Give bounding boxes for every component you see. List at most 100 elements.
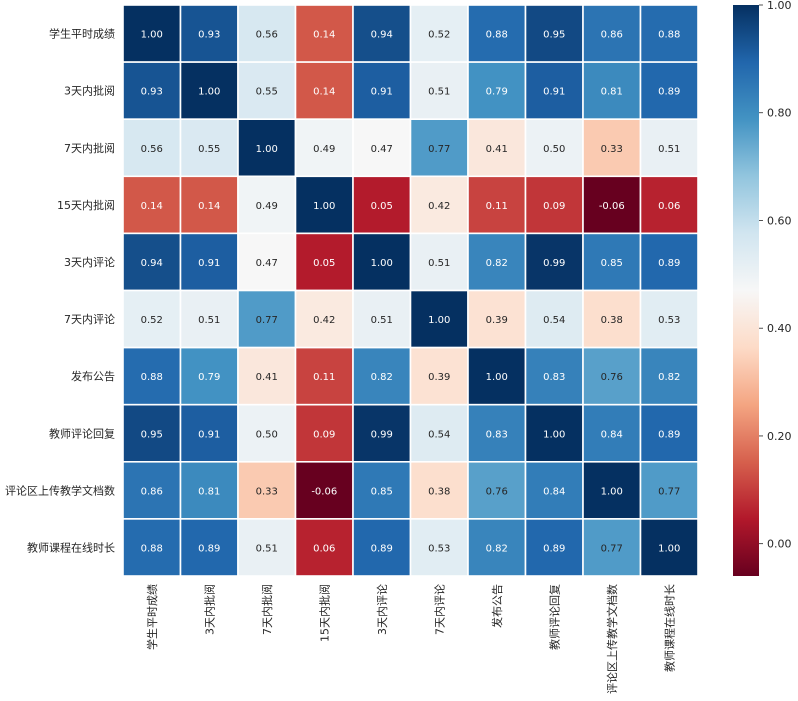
cell-value-label: 0.93 [198, 30, 220, 41]
heatmap-cell [122, 518, 182, 577]
heatmap-cell [352, 403, 412, 463]
cell-value-label: 0.89 [543, 543, 565, 554]
heatmap-cell [352, 289, 412, 349]
cell-value-label: 0.52 [428, 30, 450, 41]
heatmap-cell [467, 460, 527, 520]
cell-value-label: 1.00 [428, 315, 450, 326]
cell-value-label: 0.41 [486, 144, 508, 155]
heatmap-cell [409, 403, 469, 463]
heatmap-cell [409, 175, 469, 235]
cell-value-label: 0.56 [141, 144, 163, 155]
cell-value-label: 0.77 [256, 315, 278, 326]
heatmap-cell [179, 118, 239, 178]
heatmap-cell [179, 61, 239, 120]
cell-value-label: 0.95 [141, 429, 163, 440]
heatmap-cell [179, 403, 239, 463]
colorbar-gradient [733, 5, 759, 576]
colorbar-tick-label: 1.00 [767, 0, 792, 12]
cell-value-label: 0.93 [141, 87, 163, 98]
heatmap-cell [122, 4, 182, 63]
heatmap-cell [639, 61, 699, 120]
cell-value-label: 0.47 [256, 258, 278, 269]
row-label: 3天内批阅 [64, 84, 115, 98]
heatmap-cell [122, 118, 182, 178]
cell-value-label: 1.00 [371, 258, 393, 269]
row-label: 7天内批阅 [64, 141, 115, 155]
cell-value-label: 0.09 [313, 429, 335, 440]
cell-value-label: 0.38 [428, 486, 450, 497]
column-label: 教师课程在线时长 [662, 584, 676, 672]
colorbar-tick-label: 0.60 [767, 214, 792, 227]
heatmap-cell [409, 518, 469, 577]
cell-value-label: 0.11 [486, 201, 508, 212]
cell-value-label: 0.76 [601, 372, 623, 383]
heatmap-cell [524, 4, 584, 63]
heatmap-cell [352, 460, 412, 520]
heatmap-cell [639, 346, 699, 406]
cell-value-label: 0.95 [543, 30, 565, 41]
heatmap-cells: 1.00 0.93 0.56 0.14 0.94 0.52 0.88 0.95 0.86 0.88… [122, 4, 699, 577]
cell-value-label: 0.86 [141, 486, 163, 497]
row-label: 发布公告 [71, 369, 115, 383]
heatmap-cell [524, 518, 584, 577]
cell-value-label: 0.77 [428, 144, 450, 155]
cell-value-label: 0.06 [313, 543, 335, 554]
cell-value-label: 0.91 [371, 87, 393, 98]
cell-value-label: 0.77 [601, 543, 623, 554]
heatmap-cell [409, 289, 469, 349]
heatmap-cell [639, 118, 699, 178]
cell-value-label: 0.76 [486, 486, 508, 497]
cell-value-label: 0.84 [601, 429, 623, 440]
cell-value-label: 0.82 [486, 258, 508, 269]
heatmap-cell [352, 232, 412, 292]
cell-value-label: 0.89 [658, 87, 680, 98]
heatmap-cell [179, 4, 239, 63]
cell-value-label: 0.88 [658, 30, 680, 41]
heatmap-cell [467, 403, 527, 463]
cell-value-label: 1.00 [256, 144, 278, 155]
cell-value-label: 0.91 [198, 258, 220, 269]
row-label: 教师课程在线时长 [27, 540, 115, 554]
cell-value-label: 0.51 [371, 315, 393, 326]
cell-value-label: 0.89 [658, 429, 680, 440]
cell-value-label: 0.55 [198, 144, 220, 155]
heatmap-cell [582, 346, 642, 406]
cell-value-label: 0.88 [141, 543, 163, 554]
heatmap-cell [639, 518, 699, 577]
colorbar-tick-label: 0.40 [767, 322, 792, 335]
column-label: 3天内批阅 [202, 584, 216, 635]
cell-value-label: 0.52 [141, 315, 163, 326]
cell-value-label: 0.82 [486, 543, 508, 554]
cell-value-label: 0.42 [428, 201, 450, 212]
heatmap-cell [122, 175, 182, 235]
cell-value-label: 0.94 [371, 30, 393, 41]
heatmap-cell [524, 403, 584, 463]
cell-value-label: 0.14 [313, 30, 335, 41]
cell-value-label: 0.51 [198, 315, 220, 326]
heatmap-cell [294, 403, 354, 463]
cell-value-label: -0.06 [311, 486, 337, 497]
row-label: 7天内评论 [64, 312, 115, 326]
heatmap-cell [524, 118, 584, 178]
column-label: 3天内评论 [375, 584, 389, 635]
cell-value-label: 0.14 [313, 87, 335, 98]
heatmap-cell [409, 232, 469, 292]
heatmap-cell [467, 175, 527, 235]
heatmap-cell [582, 403, 642, 463]
cell-value-label: 0.91 [198, 429, 220, 440]
cell-value-label: 0.82 [658, 372, 680, 383]
row-label: 学生平时成绩 [49, 27, 115, 41]
heatmap-cell [409, 4, 469, 63]
cell-value-label: 0.85 [601, 258, 623, 269]
heatmap-cell [467, 232, 527, 292]
cell-value-label: 0.89 [658, 258, 680, 269]
heatmap-cell [582, 460, 642, 520]
column-labels: 学生平时成绩 3天内批阅 7天内批阅 15天内批阅 3天内评论 7天内评论 发布公告 教师评论… [145, 584, 677, 694]
cell-value-label: 0.79 [198, 372, 220, 383]
column-label: 7天内批阅 [260, 584, 274, 635]
cell-value-label: 0.99 [371, 429, 393, 440]
cell-value-label: 0.51 [658, 144, 680, 155]
cell-value-label: 0.41 [256, 372, 278, 383]
